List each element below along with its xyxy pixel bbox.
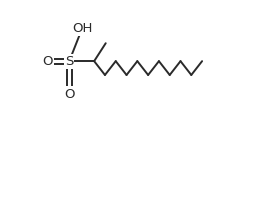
Text: O: O xyxy=(64,87,75,101)
Text: OH: OH xyxy=(72,22,92,35)
Text: O: O xyxy=(42,55,53,68)
Text: S: S xyxy=(65,55,73,68)
